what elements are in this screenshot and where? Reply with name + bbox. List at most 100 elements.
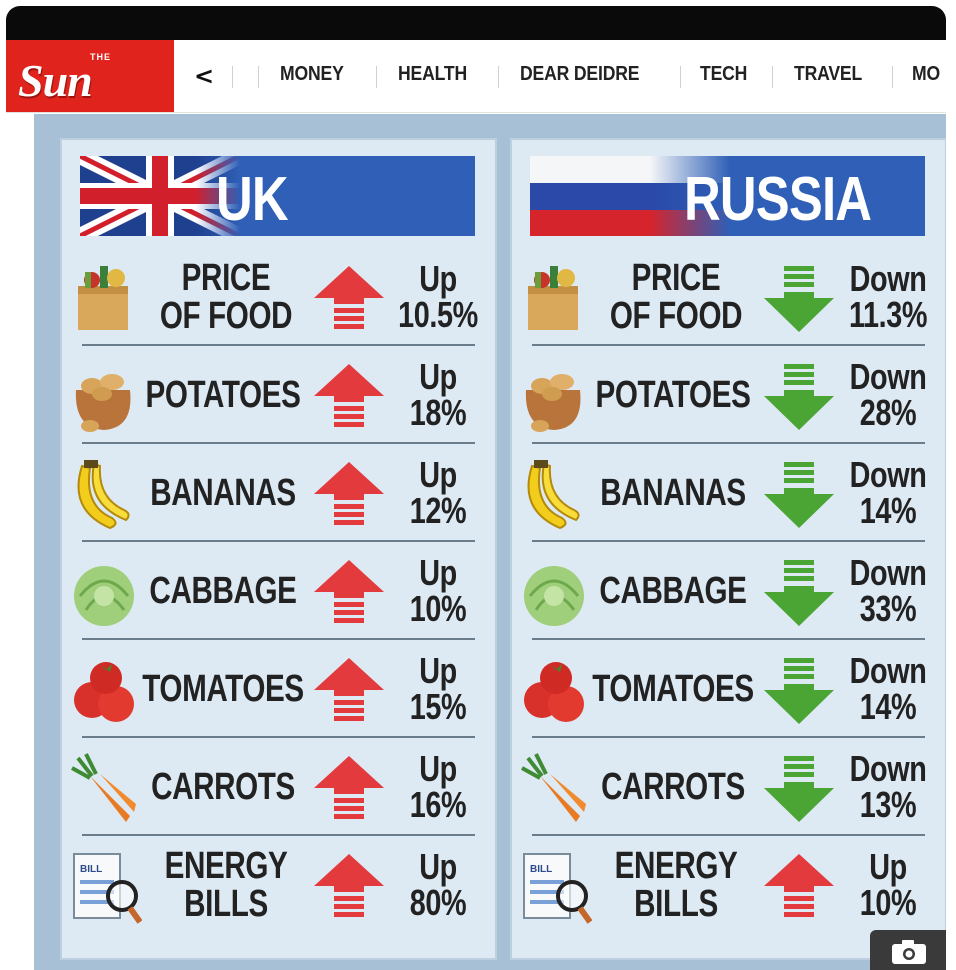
uk-panel: UK PRICE OF FOOD Up 10.5% POTATOES Up 18% BANAN… [60,138,497,960]
back-chevron-icon[interactable]: < [193,62,215,90]
row-divider [82,442,475,444]
item-label: BANANAS [144,444,302,542]
uk-row-potatoes: POTATOES Up 18% [62,346,495,444]
uk-row-carrots: CARROTS Up 16% [62,738,495,836]
energy-bill-icon: BILL [520,850,593,924]
nav-item-dear-deidre[interactable]: DEAR DEIDRE [520,63,640,85]
row-divider [82,344,475,346]
change-value: 13% [859,784,917,825]
change-direction: Down [849,650,927,691]
change-value: 10% [859,882,917,923]
nav-separator [772,66,773,88]
row-divider [82,638,475,640]
nav-item-travel[interactable]: TRAVEL [794,63,863,85]
uk-russia-price-infographic: UK PRICE OF FOOD Up 10.5% POTATOES Up 18% BANAN… [34,114,946,970]
item-label: CARROTS [144,738,302,836]
potatoes-icon [70,360,140,432]
nav-separator [892,66,893,88]
change-value: 10.5% [398,294,478,335]
item-label: POTATOES [594,346,752,444]
row-divider [82,540,475,542]
uk-banner: UK [80,156,475,236]
tomatoes-icon [520,654,590,726]
the-sun-logo[interactable]: THE Sun [6,40,174,112]
item-label: PRICE OF FOOD [157,248,294,346]
logo-the-text: THE [90,52,111,62]
change-direction: Down [849,454,927,495]
price-change: Up 16% [392,746,485,828]
up-arrow-icon [762,852,836,922]
up-arrow-icon [312,754,386,824]
uk-row-cabbage: CABBAGE Up 10% [62,542,495,640]
price-change: Down 28% [842,354,935,436]
carrots-icon [70,752,140,824]
price-change: Down 14% [842,452,935,534]
item-label: BANANAS [594,444,752,542]
camera-icon [892,940,926,964]
change-direction: Up [419,650,457,691]
up-arrow-icon [312,558,386,628]
row-divider [532,638,925,640]
bananas-icon [520,458,590,530]
logo-sun-text: Sun [18,55,93,106]
item-label: CABBAGE [144,542,302,640]
nav-item-tech[interactable]: TECH [700,63,748,85]
russia-row-price-of-food: PRICE OF FOOD Down 11.3% [512,248,945,346]
item-label-line: POTATOES [145,374,301,416]
item-label-line: CABBAGE [149,570,297,612]
change-value: 15% [409,686,467,727]
row-divider [82,736,475,738]
change-direction: Up [869,846,907,887]
item-label: CABBAGE [594,542,752,640]
price-change: Up 10.5% [392,256,485,338]
item-label-line: TOMATOES [142,668,304,710]
item-label-line: CARROTS [151,766,295,808]
up-arrow-icon [312,362,386,432]
change-direction: Down [849,356,927,397]
russia-row-cabbage: CABBAGE Down 33% [512,542,945,640]
russian-flag-icon [530,156,730,236]
cabbage-icon [520,556,590,628]
nav-separator [498,66,499,88]
price-change: Down 14% [842,648,935,730]
svg-text:BILL: BILL [530,864,552,875]
nav-item-health[interactable]: HEALTH [398,63,468,85]
change-direction: Up [419,454,457,495]
nav-separator [680,66,681,88]
change-value: 80% [409,882,467,923]
down-arrow-icon [762,656,836,726]
change-direction: Down [849,552,927,593]
russia-row-energy-bills: BILL ENERGY BILLS Up 10% [512,836,945,934]
nav-separator [232,66,233,88]
price-change: Up 18% [392,354,485,436]
price-change: Up 15% [392,648,485,730]
item-label-line: ENERGY [614,845,738,887]
item-label: TOMATOES [142,640,304,738]
union-jack-flag-icon [80,156,240,236]
down-arrow-icon [762,754,836,824]
item-label-line: CABBAGE [599,570,747,612]
up-arrow-icon [312,460,386,530]
item-label-line: BILLS [184,883,268,925]
price-change: Down 13% [842,746,935,828]
up-arrow-icon [312,264,386,334]
camera-button[interactable] [870,930,946,970]
price-change: Up 10% [392,550,485,632]
item-label-line: CARROTS [601,766,745,808]
potatoes-icon [520,360,590,432]
uk-row-bananas: BANANAS Up 12% [62,444,495,542]
down-arrow-icon [762,558,836,628]
price-change: Up 10% [842,844,935,926]
nav-item-more[interactable]: MO [912,63,941,85]
change-value: 18% [409,392,467,433]
svg-text:BILL: BILL [80,864,102,875]
item-label-line: PRICE [631,257,721,299]
price-change: Down 11.3% [842,256,935,338]
nav-item-money[interactable]: MONEY [280,63,344,85]
price-change: Up 80% [392,844,485,926]
nav-separator [258,66,259,88]
cabbage-icon [70,556,140,628]
row-divider [532,834,925,836]
change-direction: Down [849,258,927,299]
russia-title: RUSSIA [684,165,872,234]
